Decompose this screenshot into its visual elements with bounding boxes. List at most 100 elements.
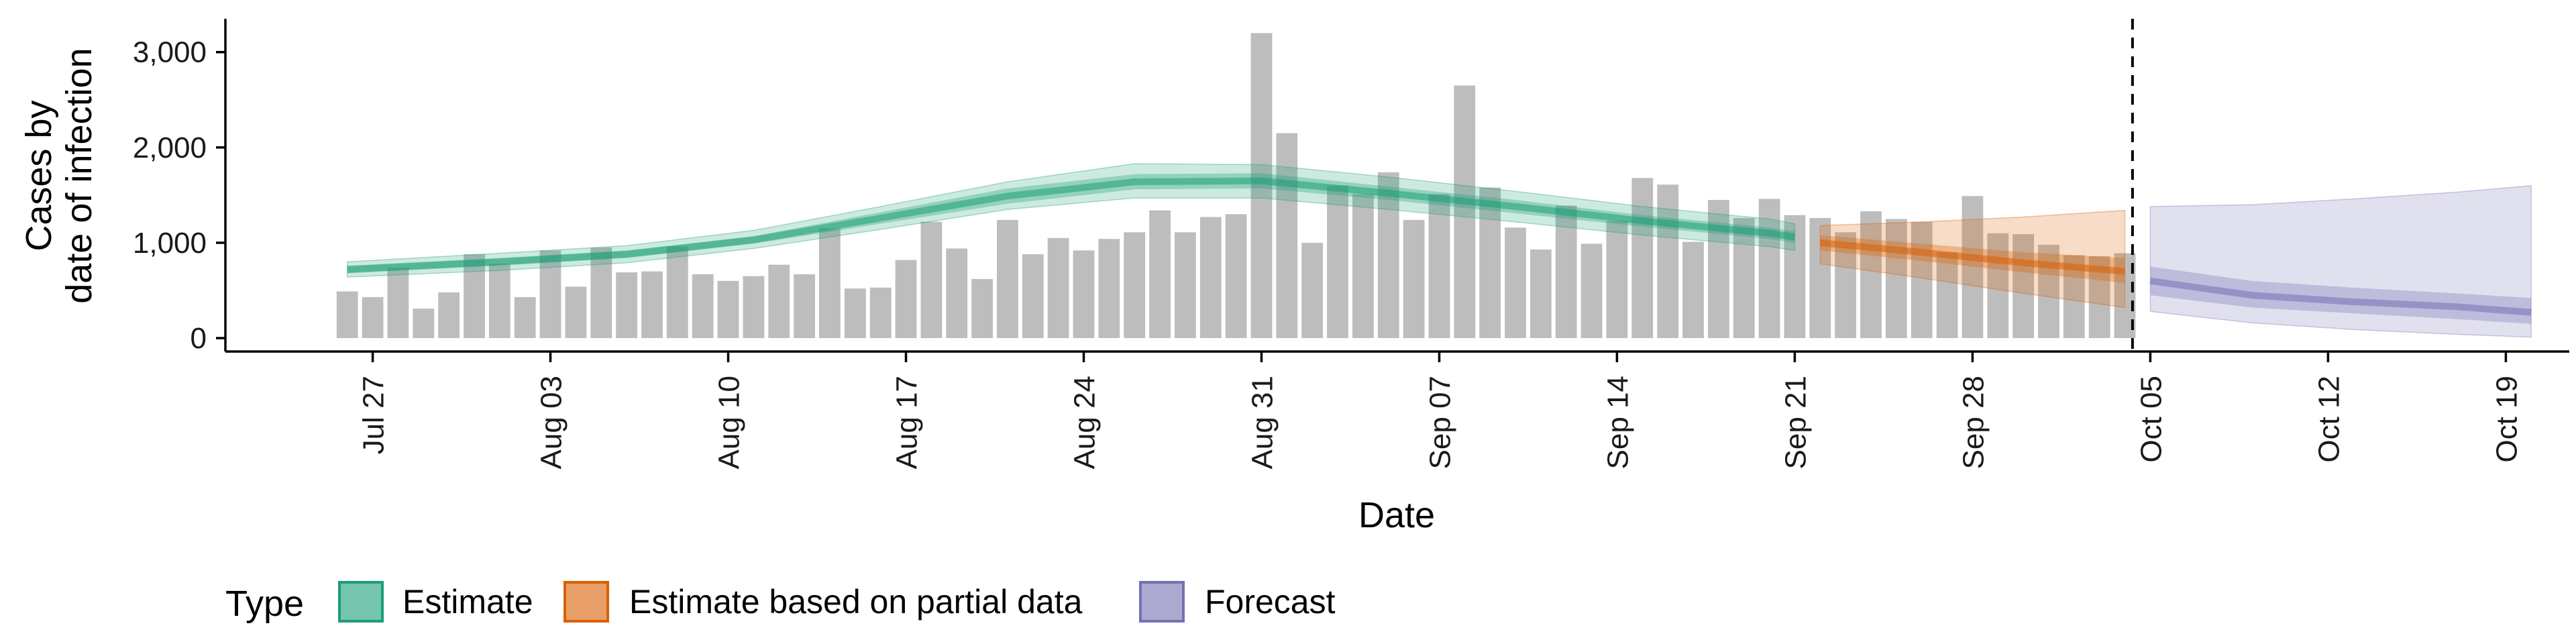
case-bar — [1835, 232, 1856, 338]
case-bar — [438, 292, 460, 338]
x-tick-label: Aug 24 — [1069, 376, 1102, 469]
case-bar — [413, 309, 435, 338]
case-bar — [1962, 196, 1984, 338]
case-bar — [794, 274, 815, 338]
case-bar — [844, 288, 866, 338]
case-bar — [1708, 200, 1729, 338]
y-axis-ticks: 0 1,000 2,000 3,000 — [133, 36, 225, 355]
case-bar — [1073, 250, 1095, 338]
case-bar — [971, 278, 993, 338]
case-bar — [1682, 241, 1704, 338]
case-bar — [895, 260, 917, 338]
estimate-median-line — [347, 177, 1796, 273]
y-axis-title-line-1: Cases by — [19, 100, 59, 251]
estimate-based-on-partial-data-median-line — [1819, 239, 2125, 275]
y-tick-label: 3,000 — [133, 36, 207, 69]
case-bar — [1580, 244, 1603, 338]
x-tick-label: Aug 03 — [535, 376, 568, 469]
case-bar — [869, 287, 892, 338]
case-bar — [1530, 249, 1552, 338]
case-bar — [2012, 234, 2034, 338]
case-bar — [1199, 217, 1222, 338]
case-bar — [1657, 184, 1679, 338]
case-bar — [768, 264, 790, 338]
case-bar — [1124, 232, 1146, 338]
case-bar — [819, 228, 841, 338]
case-bar — [514, 297, 536, 338]
case-bar — [565, 286, 587, 338]
y-axis-title-line-2: date of infection — [59, 48, 99, 303]
x-tick-label: Sep 07 — [1424, 376, 1457, 469]
case-bar — [1352, 194, 1374, 338]
median-lines — [347, 177, 2532, 316]
case-bar — [1276, 133, 1298, 338]
axes — [224, 19, 2569, 353]
legend-key-forecast — [1139, 581, 1185, 623]
case-bar — [1250, 33, 1273, 339]
observed-cases-bars — [336, 33, 2136, 339]
case-bar — [1022, 254, 1044, 338]
x-tick-label: Oct 12 — [2312, 376, 2345, 463]
case-bar — [1936, 252, 1958, 338]
case-bar — [717, 280, 739, 338]
legend-title: Type — [225, 584, 304, 624]
case-bar — [641, 271, 663, 338]
x-axis-ticks: Jul 27 Aug 03 Aug 10 Aug 17 Aug 24 Aug 31 Sep … — [358, 352, 2523, 469]
case-bar — [1403, 219, 1425, 338]
forecast-ribbon-50 — [2150, 266, 2532, 324]
x-tick-label: Aug 17 — [891, 376, 924, 469]
case-bar — [743, 276, 765, 338]
case-bar — [1555, 205, 1577, 338]
estimate-ribbon-90 — [346, 163, 1796, 278]
case-bar — [590, 248, 612, 338]
case-bar — [539, 250, 561, 338]
case-bar — [946, 248, 968, 338]
case-bar — [1225, 214, 1247, 338]
case-bar — [1987, 233, 2009, 338]
x-tick-label: Oct 05 — [2135, 376, 2167, 463]
legend-label-forecast: Forecast — [1205, 583, 1336, 621]
case-bar — [1606, 221, 1628, 338]
forecast-ribbon-90 — [2149, 184, 2532, 338]
legend: Type Estimate Estimate based on partial … — [225, 581, 1336, 624]
x-tick-label: Aug 10 — [713, 376, 746, 469]
y-tick-label: 0 — [191, 322, 207, 355]
case-bar — [1911, 221, 1933, 338]
y-tick-label: 1,000 — [133, 227, 207, 260]
case-bar — [2038, 244, 2059, 338]
forecast-median-line — [2149, 277, 2532, 316]
case-bar — [666, 246, 688, 338]
case-bar — [920, 221, 943, 338]
case-bar — [336, 291, 358, 338]
legend-label-partial: Estimate based on partial data — [629, 583, 1083, 621]
x-tick-label: Aug 31 — [1246, 376, 1279, 469]
case-bar — [1327, 185, 1348, 338]
x-tick-label: Oct 19 — [2490, 376, 2523, 463]
case-bar — [1047, 237, 1069, 338]
case-bar — [464, 254, 485, 338]
case-bar — [1428, 194, 1450, 338]
case-bar — [1479, 187, 1501, 338]
case-bar — [488, 264, 511, 338]
case-bar — [692, 274, 714, 338]
case-bar — [1733, 218, 1755, 338]
x-axis-title: Date — [1358, 495, 1435, 535]
case-bar — [362, 297, 384, 338]
case-bar — [1175, 232, 1196, 338]
case-bar — [1860, 211, 1882, 338]
case-bar — [1149, 210, 1171, 338]
x-tick-label: Sep 14 — [1601, 376, 1634, 469]
y-tick-label: 2,000 — [133, 131, 207, 164]
case-bar — [1505, 227, 1526, 338]
legend-key-estimate — [338, 581, 384, 623]
case-bar — [1885, 219, 1907, 338]
legend-key-partial — [564, 581, 609, 623]
case-bar — [1301, 242, 1324, 338]
case-bar — [1758, 199, 1780, 338]
case-bar — [616, 272, 637, 338]
x-tick-label: Sep 21 — [1779, 376, 1812, 469]
x-tick-label: Jul 27 — [358, 376, 390, 454]
case-bar — [1454, 85, 1476, 338]
legend-label-estimate: Estimate — [402, 583, 533, 621]
